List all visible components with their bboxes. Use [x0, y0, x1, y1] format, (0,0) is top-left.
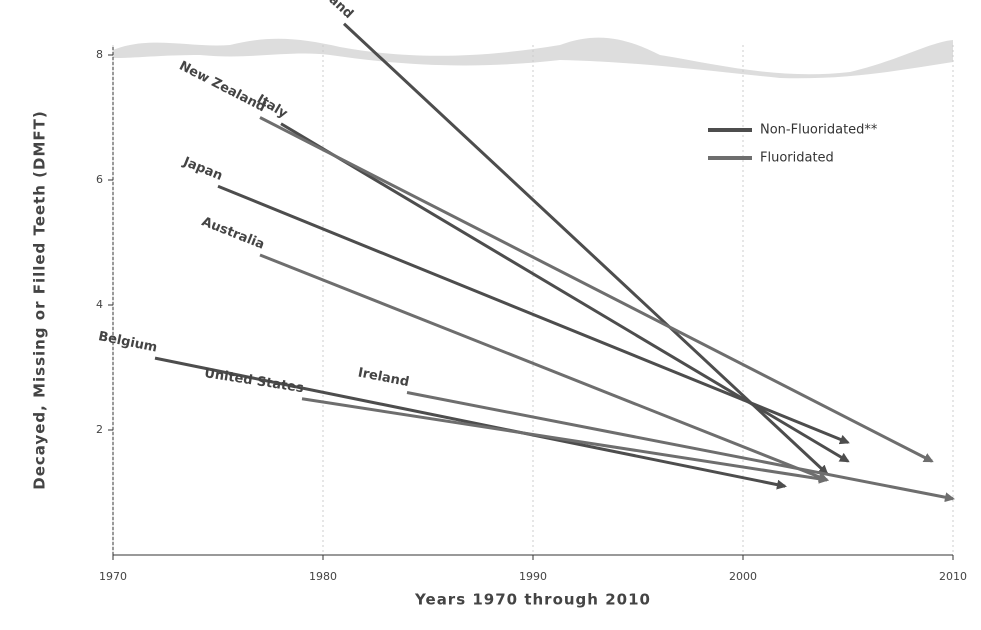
country-label: Ireland	[357, 365, 411, 390]
decorative-band	[113, 38, 953, 79]
country-label: New Zealand	[177, 59, 268, 116]
country-label: United States	[203, 366, 305, 396]
x-tick-label: 1990	[519, 570, 547, 583]
country-label: Japan	[180, 154, 225, 184]
country-label: Iceland	[307, 0, 356, 22]
y-tick-label: 2	[96, 423, 103, 436]
arrow	[218, 186, 848, 442]
y-tick-label: 6	[96, 173, 103, 186]
legend-label: Fluoridated	[760, 151, 834, 166]
arrow	[260, 255, 827, 480]
arrow	[302, 399, 827, 480]
x-tick-label: 1980	[309, 570, 337, 583]
x-tick-label: 1970	[99, 570, 127, 583]
country-label: Australia	[199, 214, 266, 252]
x-tick-label: 2000	[729, 570, 757, 583]
chart: Decayed, Missing or Filled Teeth (DMFT) …	[0, 0, 981, 630]
y-tick-label: 8	[96, 48, 103, 61]
arrow	[407, 393, 953, 499]
y-tick-label: 4	[96, 298, 103, 311]
arrow	[260, 118, 932, 462]
x-tick-label: 2010	[939, 570, 967, 583]
y-axis-title: Decayed, Missing or Filled Teeth (DMFT)	[31, 110, 49, 489]
arrow	[281, 124, 848, 462]
x-axis-title: Years 1970 through 2010	[414, 591, 651, 609]
country-label: Belgium	[97, 329, 159, 356]
legend-label: Non-Fluoridated**	[760, 123, 878, 138]
